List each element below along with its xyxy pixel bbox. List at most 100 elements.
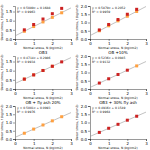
x-tick: 0 [14,89,17,96]
y-axis: 0.00.51.01.52.0 [81,4,91,42]
trend-line [15,113,71,138]
y-tick: 2.0 [81,54,90,59]
x-tick-label: 3 [145,41,148,46]
x-axis-line [16,90,72,92]
y-tick-mark [88,6,90,7]
point [51,119,54,122]
point [51,16,54,19]
y-tick-mark [13,62,15,63]
y-axis: 0.00.51.01.5 [6,7,16,42]
y-tick: 1.5 [81,62,90,67]
y-tick-mark [13,71,15,72]
marks [15,58,71,84]
y-tick-label: 2.0 [81,4,88,9]
y-tick: 1.0 [81,70,90,75]
y-tick-label: 1.5 [81,12,88,17]
x-axis-line [16,40,72,42]
y-tick: 0.0 [81,87,90,92]
y-tick-mark [88,73,90,74]
y-tick-label: 1.5 [6,59,13,64]
x-axis-line [16,140,72,142]
point [23,78,26,81]
x-axis-line [91,40,147,42]
y-axis-line [88,107,91,140]
x-tick-label: 3 [70,41,73,46]
point [117,123,120,126]
point [135,8,138,11]
point [135,64,138,67]
y-tick-mark [88,123,90,124]
point [32,73,35,76]
point [51,65,54,68]
point [51,65,54,68]
x-tick-label: 3 [70,141,73,146]
y-tick-label: 0.0 [6,37,13,42]
y-tick: 1.5 [6,9,15,14]
x-tick: 0 [89,89,92,96]
y-tick: 1.5 [81,112,90,117]
x-axis-title: Normal stress, N (kg/cm2) [98,96,137,100]
x-tick: 3 [145,89,148,96]
point [23,132,26,135]
x-tick-label: 0 [14,91,17,96]
y-axis-title: Shear stress, t (kg/cm2) [75,104,79,140]
trend-line [15,8,71,36]
y-tick: 0.0 [6,87,15,92]
y-tick-label: 0.0 [81,37,88,42]
x-axis-title: Normal stress, N (kg/cm2) [23,96,62,100]
point [60,7,63,10]
y-tick-label: 1.0 [81,20,88,25]
x-axis-line [91,140,147,142]
point [32,128,35,131]
annotation: R² = 0.9976 [17,110,35,114]
point [42,20,45,23]
y-tick-mark [88,89,90,90]
point [126,119,129,122]
point [32,73,35,76]
x-tick: 0 [89,39,92,46]
point [117,18,120,21]
y-tick-label: 0.0 [81,87,88,92]
x-tick: 3 [70,139,73,146]
trend-line [90,112,146,136]
y-tick-label: 1.0 [81,120,88,125]
point [107,23,110,26]
point [32,23,35,26]
x-tick: 3 [145,139,148,146]
y-tick-mark [88,106,90,107]
y-axis-title: Shear stress, t (kg/cm2) [0,104,4,140]
point [42,69,45,72]
y-tick-mark [13,106,15,107]
y-tick: 0.0 [6,137,15,142]
x-tick-label: 3 [145,141,148,146]
y-tick-mark [13,131,15,132]
y-axis-line [88,57,91,90]
annotation: R² = 0.9132 [92,60,110,64]
marks [15,7,71,36]
point [42,18,45,21]
plot-area: 01230.00.51.01.52.0y = 0.5001x + 0.0993R… [0,100,73,149]
title: OB3 [39,50,48,55]
x-tick: 0 [89,139,92,146]
y-tick-mark [13,21,15,22]
x-tick: 3 [70,89,73,96]
y-axis-title: Shear stress, t (kg/cm2) [75,54,79,90]
point [107,77,110,80]
x-tick-label: 3 [145,91,148,96]
title: OB + fly ash 20% [25,100,60,105]
annotation: R² = 0.9934 [17,60,35,64]
point [60,115,63,118]
point [126,13,129,16]
y-axis: 0.00.51.01.52.0 [6,104,16,142]
y-tick: 2.0 [6,104,15,109]
point [98,29,101,32]
y-tick: 2.0 [81,104,90,109]
x-axis-title: Normal stress, N (kg/cm2) [23,46,62,50]
y-tick-mark [88,56,90,57]
point [42,123,45,126]
annotation: R² = 0.9963 [17,10,35,14]
y-axis-line [13,107,16,140]
y-tick: 1.0 [81,120,90,125]
y-tick-label: 1.0 [6,68,13,73]
y-tick: 1.5 [6,59,15,64]
